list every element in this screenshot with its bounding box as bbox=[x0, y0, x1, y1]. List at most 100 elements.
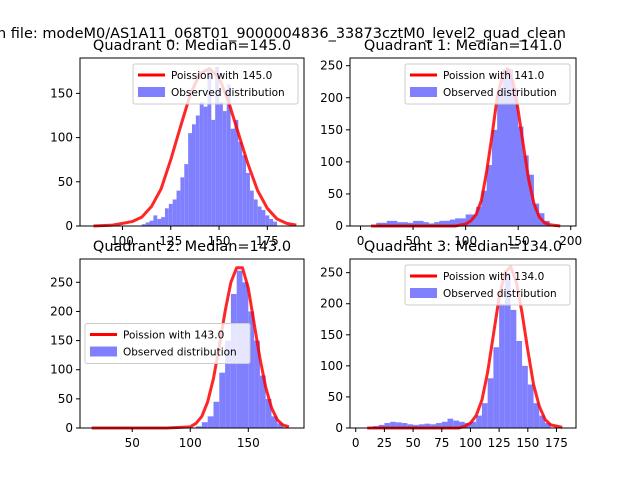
histogram-bar bbox=[512, 126, 524, 226]
y-tick-label: 0 bbox=[65, 219, 73, 233]
histogram-bar bbox=[211, 119, 216, 226]
y-tick-label: 100 bbox=[320, 359, 343, 373]
histogram-bar bbox=[413, 424, 419, 428]
histogram-bar bbox=[470, 421, 477, 428]
histogram-bar bbox=[376, 222, 387, 226]
histogram-bar bbox=[397, 222, 408, 226]
histogram-bar bbox=[149, 220, 154, 226]
histogram-bar bbox=[195, 115, 200, 226]
chart-title: Quadrant 2: Median=143.0 bbox=[93, 239, 291, 255]
y-tick-label: 0 bbox=[335, 219, 343, 233]
histogram-bar bbox=[141, 224, 146, 226]
x-tick-label: 200 bbox=[559, 234, 582, 248]
histogram-bar bbox=[222, 111, 227, 226]
histogram-bar bbox=[487, 378, 494, 428]
legend-label-observed: Observed distribution bbox=[123, 347, 237, 359]
histogram-bar bbox=[476, 415, 482, 428]
histogram-bar bbox=[407, 424, 414, 428]
histogram-bar bbox=[390, 421, 396, 428]
legend-label-observed: Observed distribution bbox=[171, 87, 285, 99]
histogram-bar bbox=[533, 403, 540, 428]
chart-panel-3: 0 25 50 75 100 125 150 175 0 50 100 150 200 250 Quadra… bbox=[320, 239, 577, 450]
histogram-bar bbox=[215, 66, 220, 226]
histogram-bar bbox=[378, 424, 385, 428]
x-tick-label: 125 bbox=[488, 436, 511, 450]
histogram-bar bbox=[413, 220, 424, 226]
histogram-bar bbox=[507, 88, 519, 226]
legend-label-poisson: Poission with 141.0 bbox=[443, 70, 544, 82]
x-tick-label: 100 bbox=[454, 234, 477, 248]
histogram-bar bbox=[470, 217, 482, 226]
x-tick-label: 25 bbox=[377, 436, 392, 450]
histogram-bar bbox=[259, 375, 266, 428]
y-tick-label: 200 bbox=[320, 297, 343, 311]
histogram-bar bbox=[201, 422, 208, 428]
histogram-bar bbox=[265, 398, 272, 428]
histogram-bar bbox=[145, 222, 150, 226]
histogram-bar bbox=[203, 106, 208, 226]
histogram-bar bbox=[176, 190, 181, 226]
x-tick-label: 0 bbox=[357, 234, 365, 248]
histogram-bar bbox=[234, 119, 239, 226]
histogram-bar bbox=[449, 219, 461, 226]
histogram-bar bbox=[269, 218, 274, 226]
histogram-bar bbox=[434, 222, 445, 226]
chart-title: Quadrant 0: Median=145.0 bbox=[93, 38, 291, 54]
x-tick-label: 100 bbox=[111, 234, 134, 248]
histogram-bar bbox=[196, 426, 202, 428]
histogram-bar bbox=[164, 208, 169, 226]
histogram-bar bbox=[384, 423, 391, 428]
histogram-bar bbox=[157, 218, 162, 226]
y-tick-label: 0 bbox=[335, 421, 343, 435]
histogram-bar bbox=[453, 420, 459, 428]
histogram-bar bbox=[180, 177, 185, 226]
x-tick-label: 75 bbox=[434, 436, 449, 450]
y-tick-label: 150 bbox=[50, 86, 73, 100]
x-tick-label: 150 bbox=[516, 436, 539, 450]
x-tick-label: 175 bbox=[256, 234, 279, 248]
histogram-bar bbox=[493, 347, 500, 428]
y-tick-label: 200 bbox=[320, 91, 343, 105]
histogram-bar bbox=[230, 128, 235, 226]
legend-bar-swatch bbox=[90, 346, 117, 357]
histogram-bar bbox=[253, 199, 258, 226]
histogram-bar bbox=[277, 423, 284, 428]
histogram-bar bbox=[444, 220, 456, 226]
figure-title: n file: modeM0/AS1A11_068T01_9000004836_… bbox=[0, 26, 566, 42]
x-tick-label: 150 bbox=[208, 234, 231, 248]
legend-label-observed: Observed distribution bbox=[443, 87, 557, 99]
histogram-bar bbox=[458, 421, 465, 428]
histogram-bar bbox=[436, 423, 442, 428]
y-tick-label: 50 bbox=[58, 175, 73, 189]
legend-box bbox=[84, 323, 251, 364]
plot-frame bbox=[79, 258, 305, 429]
histogram-bar bbox=[199, 102, 204, 226]
histogram-bar bbox=[401, 423, 408, 428]
y-tick-label: 150 bbox=[50, 334, 73, 348]
histogram-bar bbox=[527, 384, 534, 428]
legend-label-poisson: Poission with 143.0 bbox=[123, 330, 224, 342]
x-tick-label: 150 bbox=[507, 234, 530, 248]
histogram-bar bbox=[424, 423, 431, 428]
plot-frame bbox=[349, 57, 577, 227]
histogram-bar bbox=[510, 309, 517, 428]
histogram-bar bbox=[226, 84, 231, 226]
x-tick-label: 100 bbox=[459, 436, 482, 450]
x-tick-label: 50 bbox=[125, 436, 140, 450]
x-tick-label: 50 bbox=[405, 436, 420, 450]
histogram-bar bbox=[261, 210, 266, 226]
histogram-bar bbox=[271, 416, 278, 428]
y-tick-label: 150 bbox=[320, 123, 343, 137]
x-tick-label: 175 bbox=[545, 436, 568, 450]
histogram-bar bbox=[418, 424, 425, 428]
chart-panel-2: 50 100 150 0 50 100 150 200 250 Quadrant 2: Media… bbox=[50, 239, 305, 450]
histogram-bar bbox=[430, 424, 437, 428]
x-tick-label: 50 bbox=[405, 234, 420, 248]
histogram-bar bbox=[476, 206, 487, 226]
histogram-bar bbox=[257, 206, 262, 226]
chart-panel-0: 100 125 150 175 0 50 100 150 Quadrant 0: Median=… bbox=[50, 38, 305, 248]
chart-panel-1: 0 50 100 150 200 0 50 100 150 200 250 Quadrant 1: M… bbox=[320, 38, 582, 248]
x-tick-label: 0 bbox=[352, 436, 360, 450]
legend-label-poisson: Poission with 134.0 bbox=[443, 271, 544, 283]
y-tick-label: 50 bbox=[328, 187, 343, 201]
